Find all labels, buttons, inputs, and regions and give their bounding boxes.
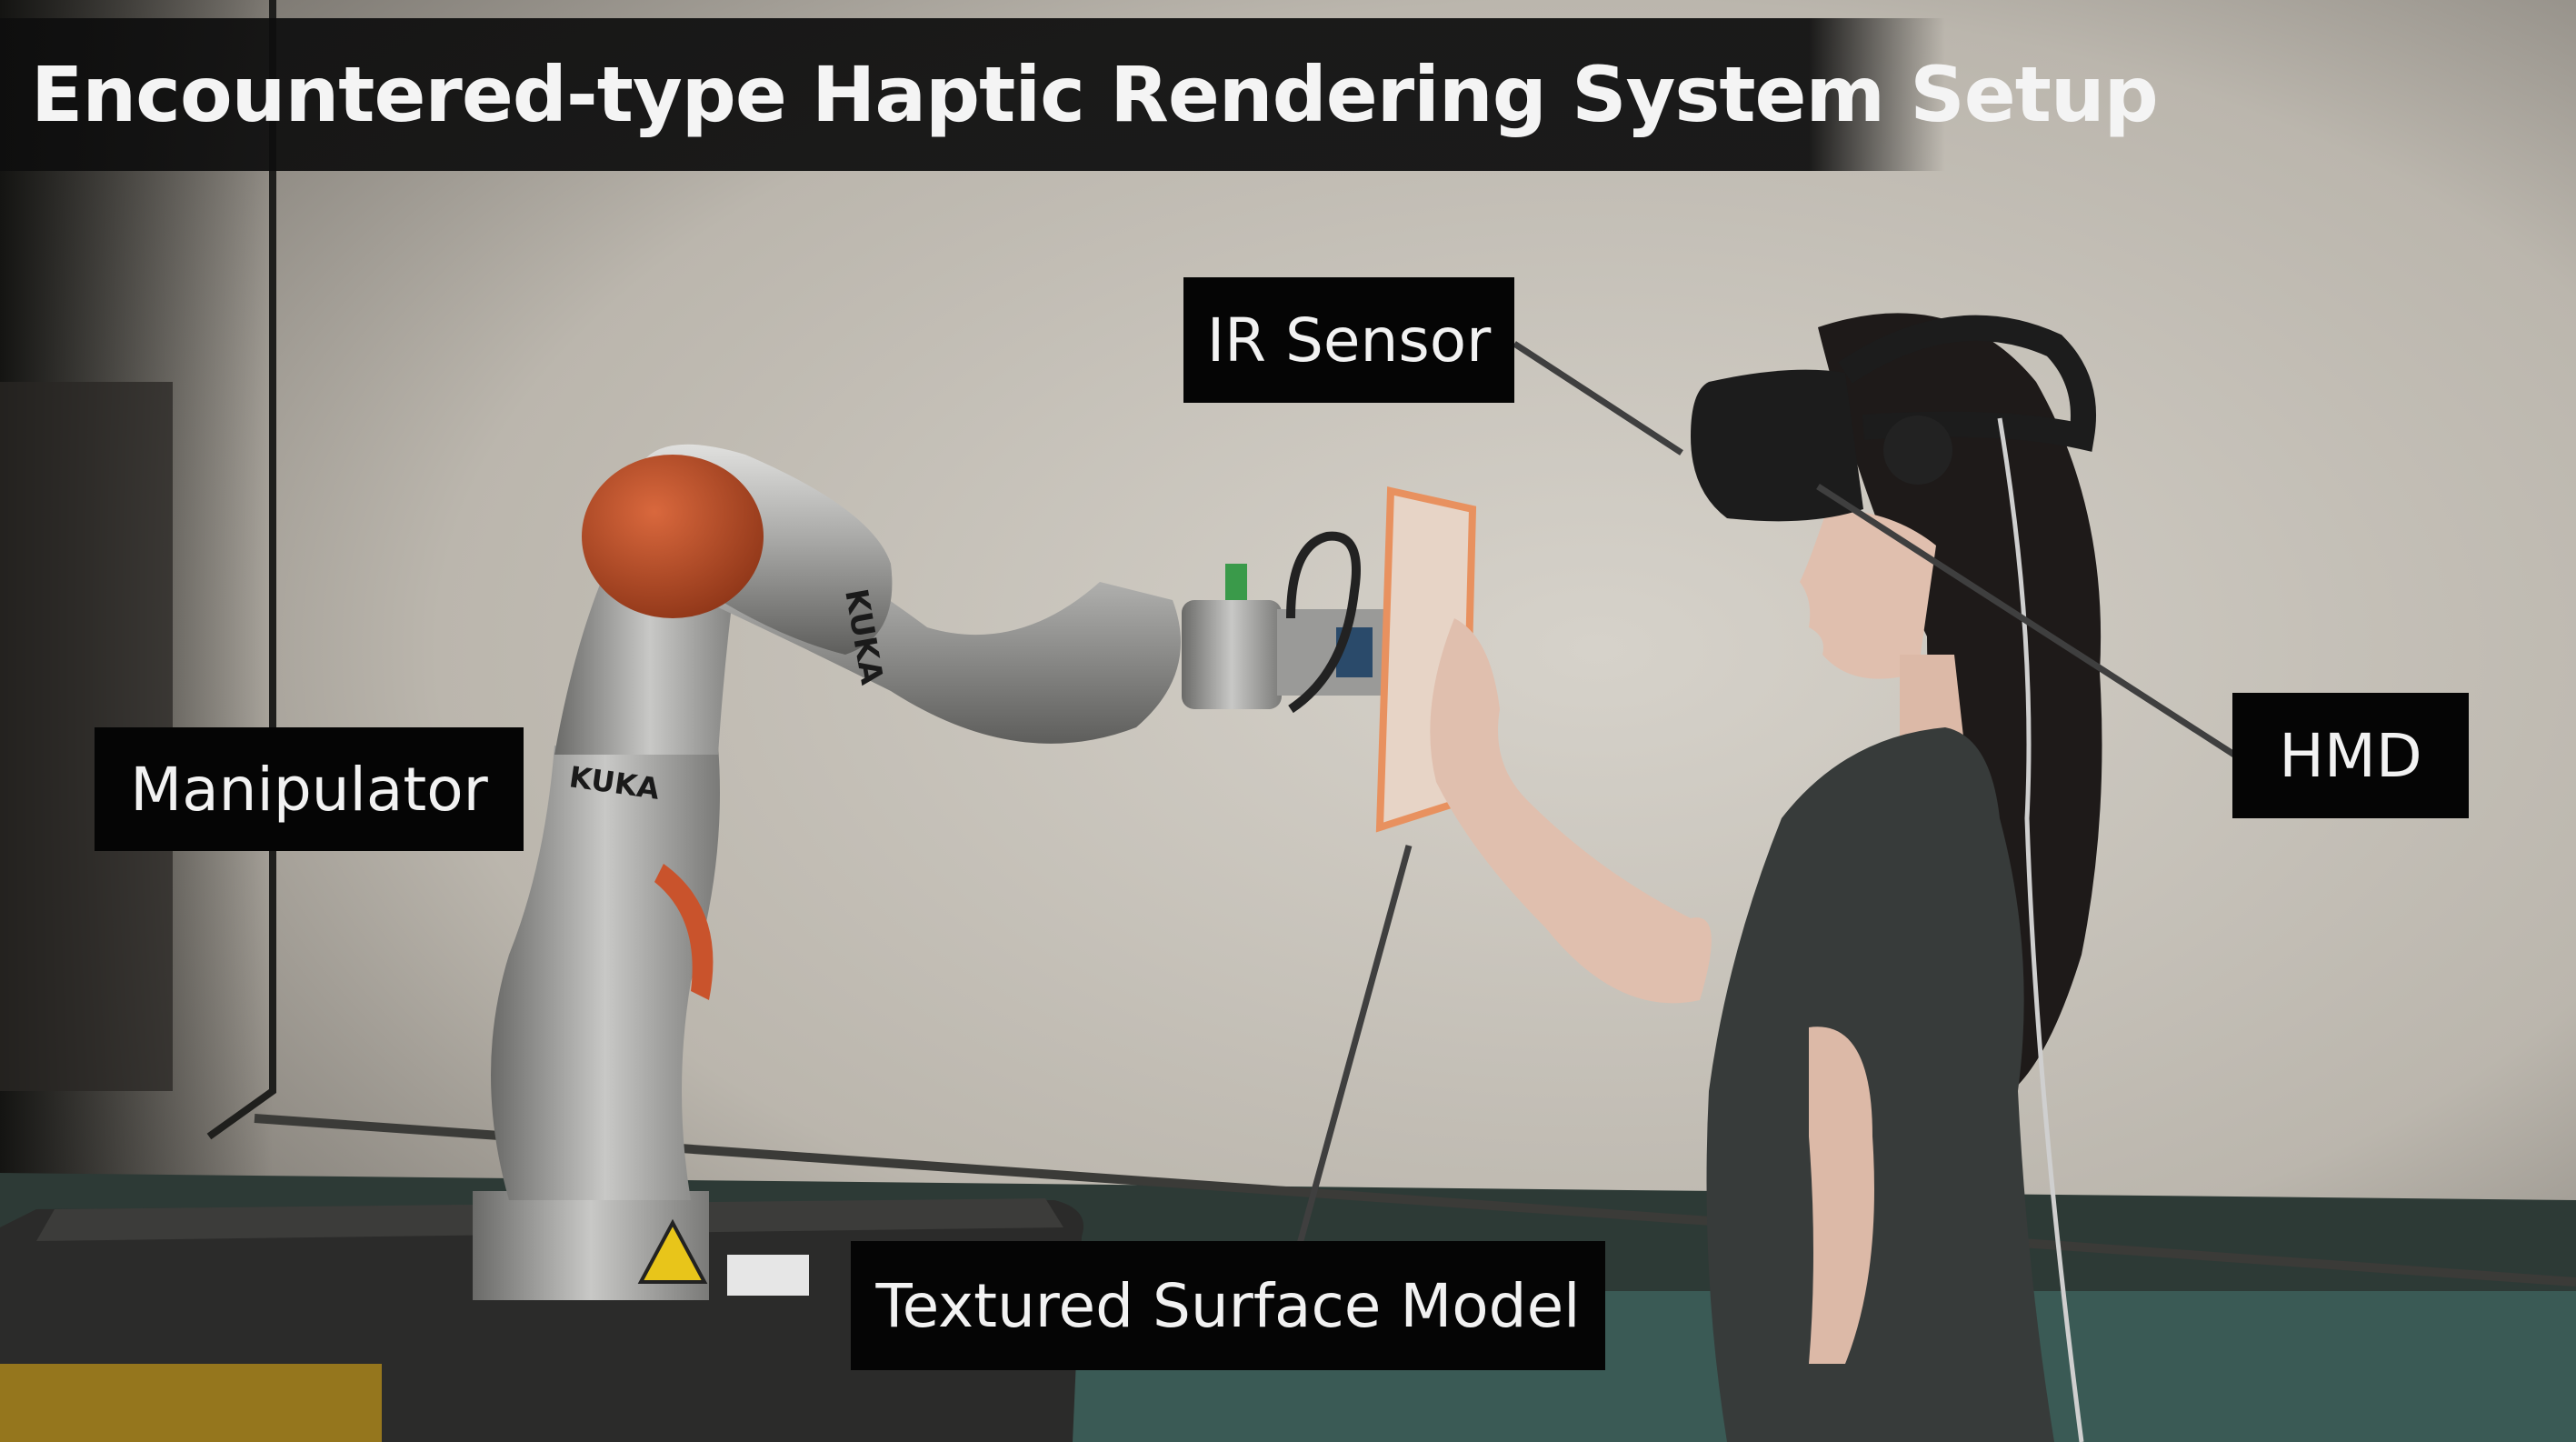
headset-strap [1838, 315, 2096, 452]
marker-tag [727, 1255, 809, 1296]
person-face [1800, 509, 1936, 679]
person-neck [1900, 655, 1963, 746]
figure-title: Encountered-type Haptic Rendering System… [31, 50, 2159, 139]
surface-pointer [1296, 845, 1413, 1245]
cable-connector [1225, 564, 1247, 600]
sensor-cable [1286, 531, 1361, 714]
headset-cable [1997, 417, 2084, 1442]
person-arm-lower [1809, 1026, 1874, 1364]
ir-sensor-label: IR Sensor [1183, 277, 1514, 403]
robot-flange [1182, 600, 1282, 709]
textured-surface-model-label: Textured Surface Model [851, 1241, 1605, 1370]
title-banner [0, 18, 1945, 171]
manipulator-label: Manipulator [95, 727, 524, 851]
headphone-icon [1883, 416, 1952, 485]
person-arm-raised [1430, 618, 1712, 1004]
ir-sensor-pointer [1513, 341, 1683, 456]
hmd-label: HMD [2232, 693, 2469, 818]
robot-joint-orange-ring [654, 864, 714, 1000]
person-shirt [1706, 727, 2054, 1442]
robot-lower-link [491, 746, 720, 1200]
warning-triangle-icon [637, 1218, 708, 1284]
robot-orange-cap [582, 455, 764, 618]
screen-edge [206, 0, 276, 1140]
vr-headset [1691, 369, 1863, 522]
hmd-pointer [1816, 484, 2236, 757]
platform-yellow-edge [0, 1364, 382, 1442]
